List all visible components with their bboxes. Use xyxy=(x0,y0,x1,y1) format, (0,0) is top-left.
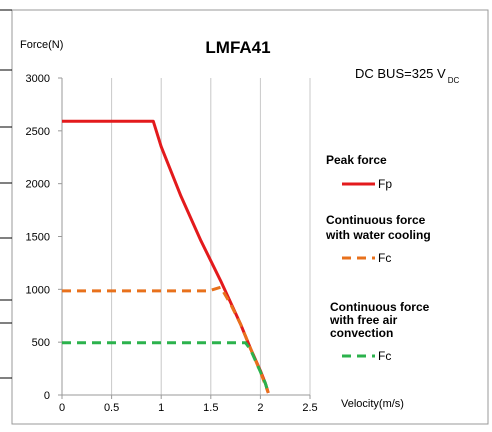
legend-heading-water-line1: Continuous force xyxy=(326,213,426,227)
x-tick-label: 0 xyxy=(59,402,65,414)
x-tick-label: 0.5 xyxy=(104,402,119,414)
y-tick-label: 500 xyxy=(32,337,50,349)
legend-heading-water-line2: with water cooling xyxy=(325,228,431,242)
legend-label-peak: Fp xyxy=(378,177,392,191)
x-axis-label: Velocity(m/s) xyxy=(341,398,404,410)
chart-title: LMFA41 xyxy=(205,38,270,57)
y-tick-label: 3000 xyxy=(26,73,50,85)
legend-heading-air-line1: Continuous force xyxy=(330,300,430,314)
legend-label-air: Fc xyxy=(378,349,391,363)
x-tick-label: 2 xyxy=(257,402,263,414)
y-tick-label: 2000 xyxy=(26,179,50,191)
y-axis-label: Force(N) xyxy=(20,39,63,51)
y-tick-label: 0 xyxy=(44,390,50,402)
y-tick-label: 2500 xyxy=(26,126,50,138)
x-tick-label: 1 xyxy=(158,402,164,414)
legend: Peak force Fp Continuous force with wate… xyxy=(325,153,431,363)
x-tick-label: 2.5 xyxy=(302,402,317,414)
legend-heading-air-line2: with free air xyxy=(329,313,398,327)
chart-border xyxy=(11,9,489,425)
plot-area: 0 500 1000 1500 2000 2500 3000 0 0.5 1 1.5 2 2.5 xyxy=(26,73,318,414)
left-edge-marks xyxy=(0,9,12,379)
y-tick-label: 1000 xyxy=(26,284,50,296)
series-line-2 xyxy=(62,341,270,394)
x-tick-label: 1.5 xyxy=(203,402,218,414)
legend-label-water: Fc xyxy=(378,251,391,265)
dc-bus-annotation: DC BUS=325 V DC xyxy=(355,66,459,85)
y-tick-label: 1500 xyxy=(26,232,50,244)
legend-heading-peak: Peak force xyxy=(326,153,387,167)
legend-heading-air-line3: convection xyxy=(330,326,393,340)
